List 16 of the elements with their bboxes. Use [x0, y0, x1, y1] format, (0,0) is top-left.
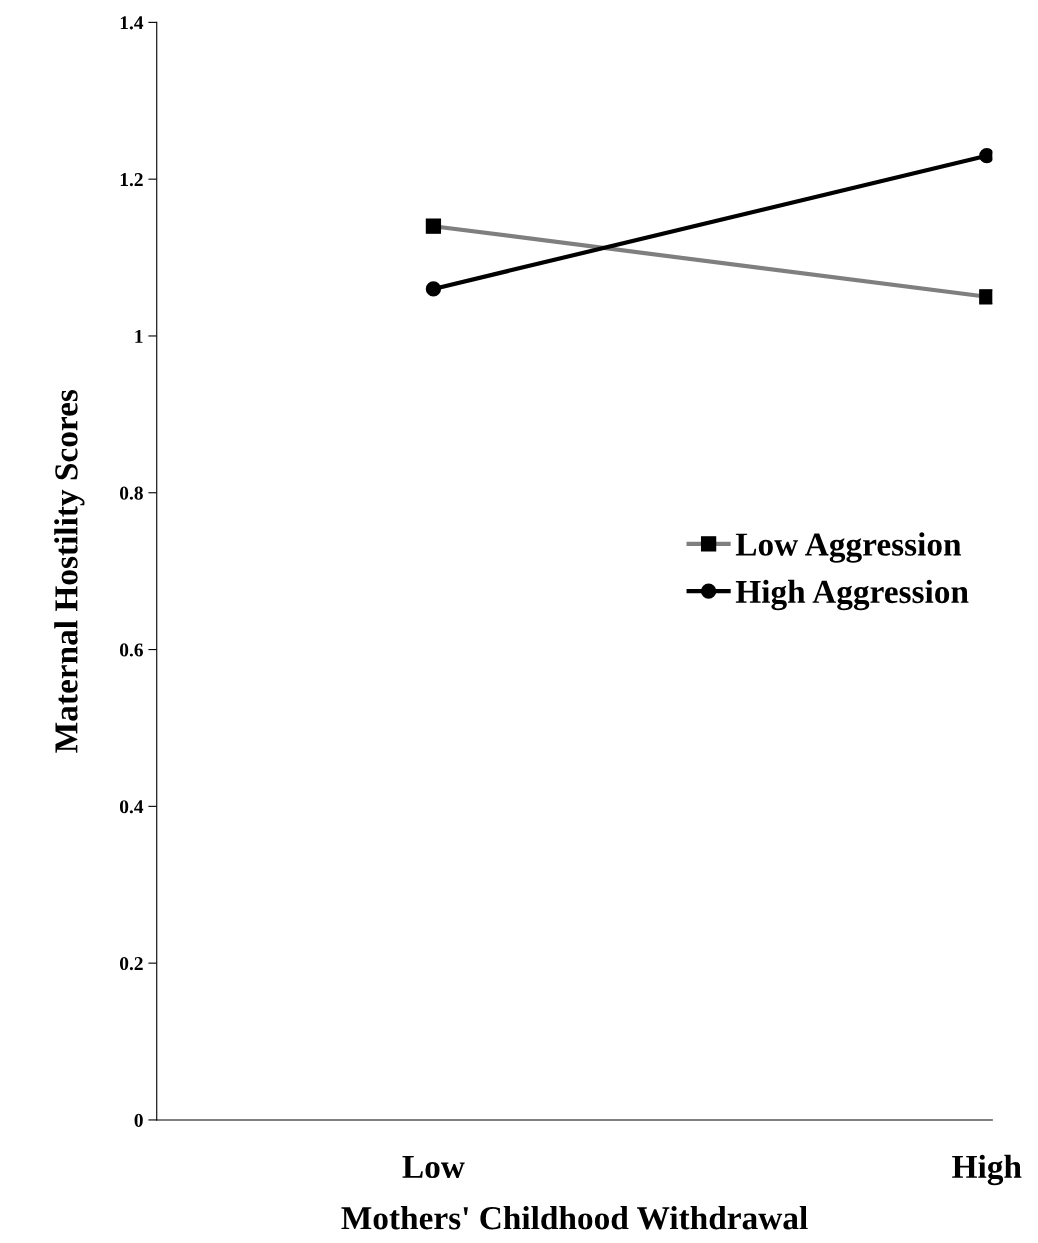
x-tick-label: High [952, 1154, 1022, 1186]
point [425, 281, 442, 297]
x-axis-title: Mothers' Childhood Withdrawal [341, 1205, 808, 1230]
y-tick-label: 0.8 [119, 486, 143, 500]
y-tick-label: 0.4 [119, 800, 144, 814]
point [979, 148, 993, 164]
legend-label: High Aggression [735, 579, 969, 611]
y-tick-label: 1.4 [120, 16, 144, 30]
y-tick-label: 0.2 [119, 956, 143, 971]
x-tick-label: Low [402, 1155, 465, 1179]
y-tick-label: 0 [134, 1113, 143, 1127]
y-tick-label: 0.6 [119, 643, 143, 657]
y-tick-label: 1 [135, 329, 143, 343]
y-tick-label: 1.2 [120, 173, 143, 187]
legend-label: Low Aggression [735, 532, 962, 563]
y-axis-title: Maternal Hostility Scores [54, 389, 85, 753]
